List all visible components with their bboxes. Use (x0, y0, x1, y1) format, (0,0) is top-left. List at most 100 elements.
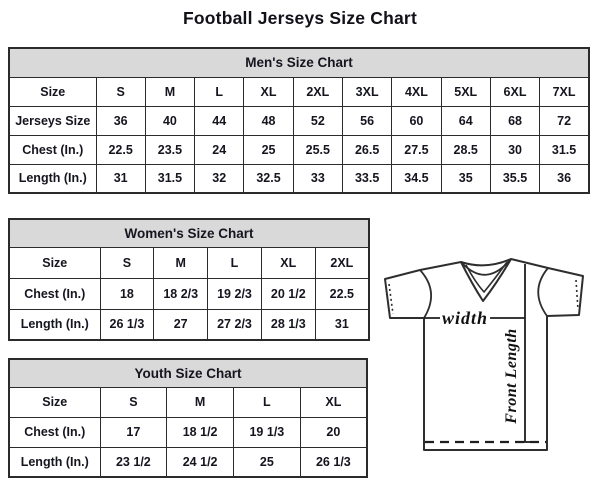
row-label: Chest (In.) (8, 134, 97, 165)
table-row: Jerseys Size 36 40 44 48 52 56 60 64 68 72 (8, 105, 590, 136)
cell-value: 35 (440, 163, 491, 194)
collar-outer-v (460, 258, 512, 302)
table-row: Length (In.) 23 1/2 24 1/2 25 26 1/3 (8, 446, 368, 478)
table-row: Size S M L XL 2XL (8, 246, 370, 279)
cell-value: 32.5 (243, 163, 294, 194)
cell-value: 27.5 (391, 134, 442, 165)
cell-value: 28 1/3 (260, 308, 316, 341)
cell-value: 27 (153, 308, 209, 341)
youth-size-table: Youth Size Chart Size S M L XL Chest (In.) 17 18… (8, 358, 368, 478)
cell-value: 2XL (292, 76, 343, 107)
womens-size-table: Women's Size Chart Size S M L XL 2XL Chest (In.… (8, 218, 370, 341)
table-title-row: Men's Size Chart (8, 47, 590, 78)
table-row: Length (In.) 31 31.5 32 32.5 33 33.5 34.5 35 35.5… (8, 163, 590, 194)
cell-value: 60 (391, 105, 442, 136)
row-label: Chest (In.) (8, 277, 101, 310)
width-label: width (442, 308, 488, 328)
right-cuff-stitch (575, 279, 579, 311)
row-label: Length (In.) (8, 163, 97, 194)
cell-value: XL (299, 386, 368, 418)
cell-value: 64 (440, 105, 491, 136)
cell-value: L (207, 246, 262, 279)
cell-value: 35.5 (489, 163, 541, 194)
table-title-row: Youth Size Chart (8, 358, 368, 388)
table-row: Chest (In.) 22.5 23.5 24 25 25.5 26.5 27.5 28.5 3… (8, 134, 590, 165)
cell-value: 26 1/3 (299, 446, 368, 478)
width-label-backing (440, 308, 490, 327)
cell-value: 34.5 (391, 163, 442, 194)
cell-value: XL (243, 76, 294, 107)
right-armhole-seam (537, 267, 549, 317)
cell-value: M (153, 246, 209, 279)
cell-value: 25 (243, 134, 294, 165)
collar-inner-v (465, 261, 508, 293)
cell-value: XL (260, 246, 316, 279)
cell-value: 5XL (440, 76, 491, 107)
row-label: Size (8, 246, 101, 279)
table-row: Size S M L XL (8, 386, 368, 418)
row-label: Chest (In.) (8, 416, 101, 448)
cell-value: 20 (299, 416, 368, 448)
left-cuff-stitch (388, 283, 394, 315)
cell-value: 22.5 (314, 277, 370, 310)
cell-value: 23.5 (144, 134, 196, 165)
cell-value: 26 1/3 (99, 308, 155, 341)
cell-value: 68 (489, 105, 541, 136)
mens-size-table: Men's Size Chart Size S M L XL 2XL 3XL 4XL 5XL 6XL… (8, 47, 590, 194)
cell-value: 48 (243, 105, 294, 136)
cell-value: L (194, 76, 245, 107)
cell-value: 24 1/2 (166, 446, 234, 478)
cell-value: M (144, 76, 196, 107)
cell-value: 18 1/2 (166, 416, 234, 448)
cell-value: 3XL (341, 76, 393, 107)
cell-value: 56 (341, 105, 393, 136)
cell-value: 33 (292, 163, 343, 194)
cell-value: 27 2/3 (207, 308, 262, 341)
row-label: Length (In.) (8, 446, 101, 478)
cell-value: 26.5 (341, 134, 393, 165)
cell-value: 4XL (391, 76, 442, 107)
cell-value: 36 (539, 163, 590, 194)
cell-value: 18 2/3 (153, 277, 209, 310)
jersey-outline (384, 258, 584, 451)
row-label: Size (8, 386, 101, 418)
cell-value: 32 (194, 163, 245, 194)
cell-value: 18 (99, 277, 155, 310)
cell-value: 19 2/3 (207, 277, 262, 310)
table-row: Length (In.) 26 1/3 27 27 2/3 28 1/3 31 (8, 308, 370, 341)
cell-value: 72 (539, 105, 590, 136)
size-chart-title: Women's Size Chart (8, 218, 370, 248)
cell-value: 31.5 (144, 163, 196, 194)
cell-value: 36 (95, 105, 146, 136)
cell-value: 7XL (539, 76, 590, 107)
cell-value: 19 1/3 (233, 416, 301, 448)
cell-value: S (99, 246, 155, 279)
cell-value: 22.5 (95, 134, 146, 165)
cell-value: 52 (292, 105, 343, 136)
cell-value: L (233, 386, 301, 418)
cell-value: 30 (489, 134, 541, 165)
page-title: Football Jerseys Size Chart (183, 8, 417, 28)
cell-value: 25.5 (292, 134, 343, 165)
cell-value: 24 (194, 134, 245, 165)
cell-value: 2XL (314, 246, 370, 279)
size-chart-title: Youth Size Chart (8, 358, 368, 388)
cell-value: 17 (99, 416, 168, 448)
row-label: Length (In.) (8, 308, 101, 341)
table-row: Chest (In.) 17 18 1/2 19 1/3 20 (8, 416, 368, 448)
cell-value: M (166, 386, 234, 418)
cell-value: 31.5 (539, 134, 590, 165)
jersey-diagram: width Front Length (376, 240, 588, 456)
front-length-label: Front Length (503, 328, 520, 424)
cell-value: 20 1/2 (260, 277, 316, 310)
cell-value: S (95, 76, 146, 107)
cell-value: 40 (144, 105, 196, 136)
cell-value: 6XL (489, 76, 541, 107)
cell-value: 25 (233, 446, 301, 478)
left-armhole-seam (419, 269, 432, 319)
cell-value: 44 (194, 105, 245, 136)
cell-value: 28.5 (440, 134, 491, 165)
cell-value: 23 1/2 (99, 446, 168, 478)
row-label: Size (8, 76, 97, 107)
